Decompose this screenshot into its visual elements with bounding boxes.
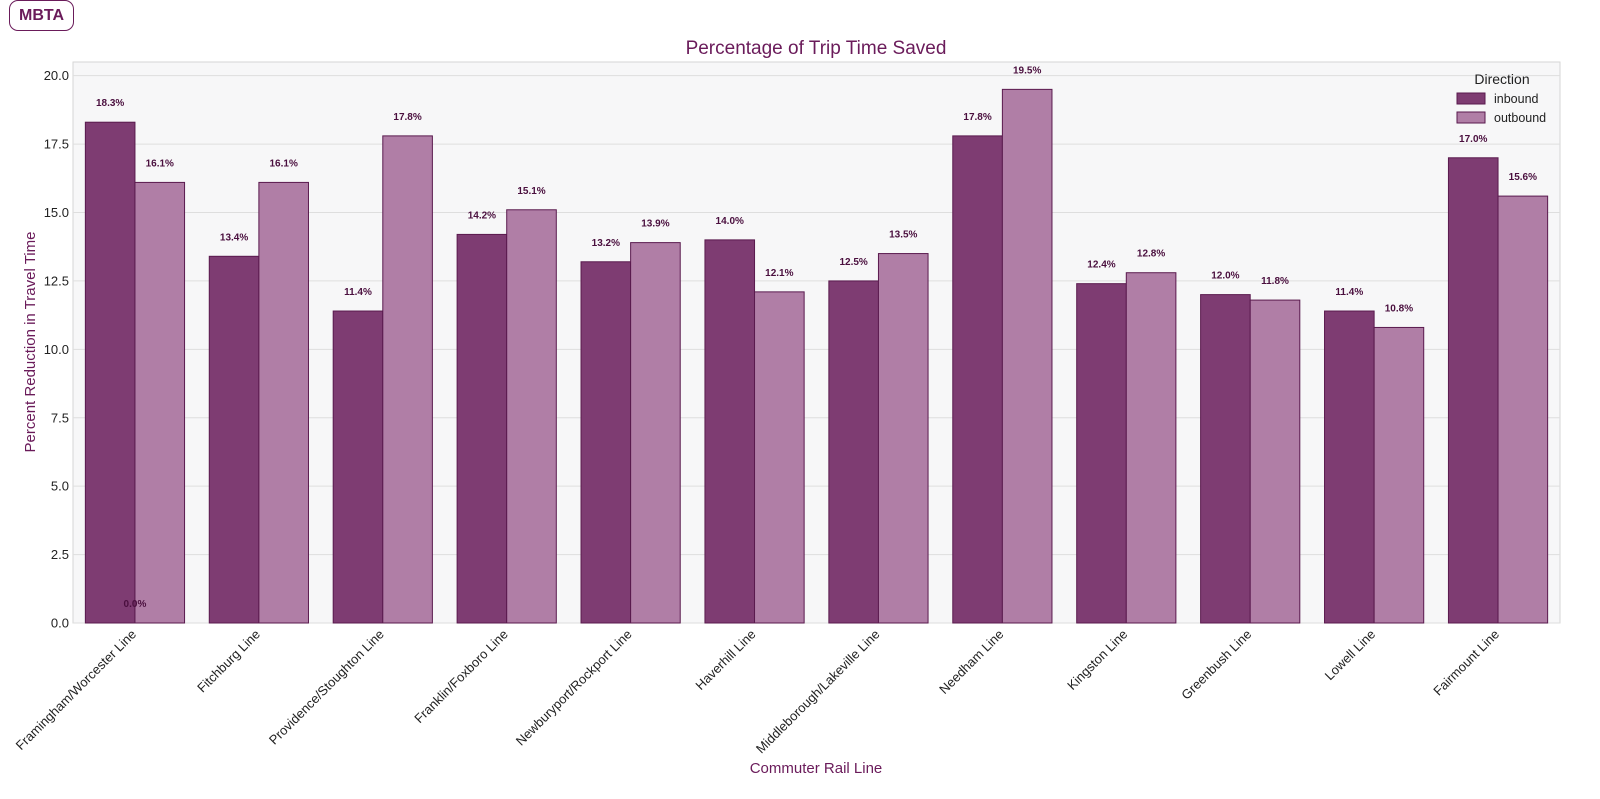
bar-inbound xyxy=(580,261,632,624)
legend-swatch-outbound xyxy=(1456,111,1486,124)
x-tick-label: Needham Line xyxy=(936,627,1006,697)
data-label-outbound: 16.1% xyxy=(146,158,174,169)
data-label-inbound: 11.4% xyxy=(1335,287,1363,298)
legend-label-outbound: outbound xyxy=(1494,111,1546,125)
bar-inbound xyxy=(1076,283,1127,624)
bar-outbound xyxy=(877,253,929,624)
mbta-badge: MBTA xyxy=(9,0,74,31)
bar-outbound xyxy=(382,135,433,624)
data-label-inbound: 13.4% xyxy=(220,232,248,243)
x-tick-label: Haverhill Line xyxy=(692,627,758,693)
data-label-inbound: 12.4% xyxy=(1087,260,1115,271)
bar-outbound xyxy=(1125,272,1177,624)
legend-title: Direction xyxy=(1474,71,1529,87)
plot-area xyxy=(72,61,1561,624)
data-label-outbound: 10.8% xyxy=(1385,303,1413,314)
bar-inbound xyxy=(84,121,136,624)
x-tick-label: Fitchburg Line xyxy=(194,627,263,696)
y-tick-label: 2.5 xyxy=(51,547,69,562)
bar-inbound xyxy=(208,255,260,624)
data-label-outbound: 13.5% xyxy=(889,230,917,241)
data-label-inbound: 12.5% xyxy=(839,257,867,268)
legend-label-inbound: inbound xyxy=(1494,92,1539,106)
y-tick-label: 12.5 xyxy=(44,273,69,288)
bars xyxy=(84,88,1549,624)
x-tick-labels: Framingham/Worcester Line Fitchburg Line P… xyxy=(13,627,1502,757)
data-label-inbound: 12.0% xyxy=(1211,271,1239,282)
bar-outbound xyxy=(630,242,681,624)
data-label-outbound: 12.1% xyxy=(765,268,793,279)
bar-inbound xyxy=(952,135,1003,624)
bar-outbound xyxy=(754,291,805,624)
data-label-outbound: 13.9% xyxy=(641,219,669,230)
y-tick-label: 20.0 xyxy=(44,68,69,83)
data-label-outbound: 17.8% xyxy=(393,112,421,123)
bar-outbound xyxy=(258,181,309,624)
bar-outbound xyxy=(1249,299,1301,624)
legend: Direction inbound outbound xyxy=(1456,71,1546,125)
data-label-inbound: 13.2% xyxy=(592,238,620,249)
bar-inbound xyxy=(828,280,879,624)
data-label-outbound: 16.1% xyxy=(269,158,297,169)
plot-background xyxy=(72,61,1561,624)
data-label-outbound: 15.6% xyxy=(1509,172,1537,183)
y-tick-label: 10.0 xyxy=(44,342,69,357)
bar-inbound xyxy=(456,233,508,624)
data-labels: 18.3% 16.1% 13.4% 16.1% 11.4% 17.8% 14.2% 15.1%… xyxy=(96,65,1537,610)
grid-lines xyxy=(73,75,1560,624)
data-label-inbound: 11.4% xyxy=(344,287,372,298)
x-tick-label: Franklin/Foxboro Line xyxy=(411,627,511,727)
bar-outbound xyxy=(506,209,557,624)
data-label-inbound: 17.0% xyxy=(1459,134,1487,145)
data-label-inbound: 14.2% xyxy=(468,210,496,221)
y-tick-labels: 0.0 2.5 5.0 7.5 10.0 12.5 15.0 17.5 20.0 xyxy=(44,68,69,630)
y-tick-label: 7.5 xyxy=(51,410,69,425)
chart-title: Percentage of Trip Time Saved xyxy=(686,38,947,59)
x-tick-label: Providence/Stoughton Line xyxy=(266,627,387,748)
x-tick-label: Kingston Line xyxy=(1064,627,1130,693)
x-tick-label: Fairmount Line xyxy=(1430,627,1502,699)
bar-inbound xyxy=(332,310,384,624)
bar-outbound xyxy=(134,181,186,624)
data-label-annotation: 0.0% xyxy=(124,599,147,610)
y-tick-label: 0.0 xyxy=(51,616,69,631)
x-axis-label: Commuter Rail Line xyxy=(750,760,883,777)
data-label-outbound: 15.1% xyxy=(517,186,545,197)
data-label-outbound: 19.5% xyxy=(1013,65,1041,76)
x-tick-label: Framingham/Worcester Line xyxy=(13,627,139,753)
data-label-inbound: 17.8% xyxy=(963,112,991,123)
data-label-inbound: 18.3% xyxy=(96,98,124,109)
data-label-outbound: 11.8% xyxy=(1261,276,1289,287)
bar-inbound xyxy=(1200,294,1251,624)
x-tick-label: Lowell Line xyxy=(1322,627,1379,684)
legend-swatch-inbound xyxy=(1456,92,1486,105)
x-tick-label: Newburyport/Rockport Line xyxy=(513,627,635,749)
bar-outbound xyxy=(1001,88,1053,624)
y-axis-label: Percent Reduction in Travel Time xyxy=(22,232,39,453)
bar-inbound xyxy=(704,239,756,624)
x-tick-label: Greenbush Line xyxy=(1178,627,1254,703)
bar-outbound xyxy=(1497,195,1549,624)
y-tick-label: 5.0 xyxy=(51,479,69,494)
y-tick-label: 17.5 xyxy=(44,137,69,152)
bar-inbound xyxy=(1324,310,1375,624)
y-tick-label: 15.0 xyxy=(44,205,69,220)
bar-inbound xyxy=(1447,157,1499,624)
bar-outbound xyxy=(1373,326,1425,624)
data-label-outbound: 12.8% xyxy=(1137,249,1165,260)
x-tick-label: Middleborough/Lakeville Line xyxy=(753,627,883,757)
data-label-inbound: 14.0% xyxy=(716,216,744,227)
